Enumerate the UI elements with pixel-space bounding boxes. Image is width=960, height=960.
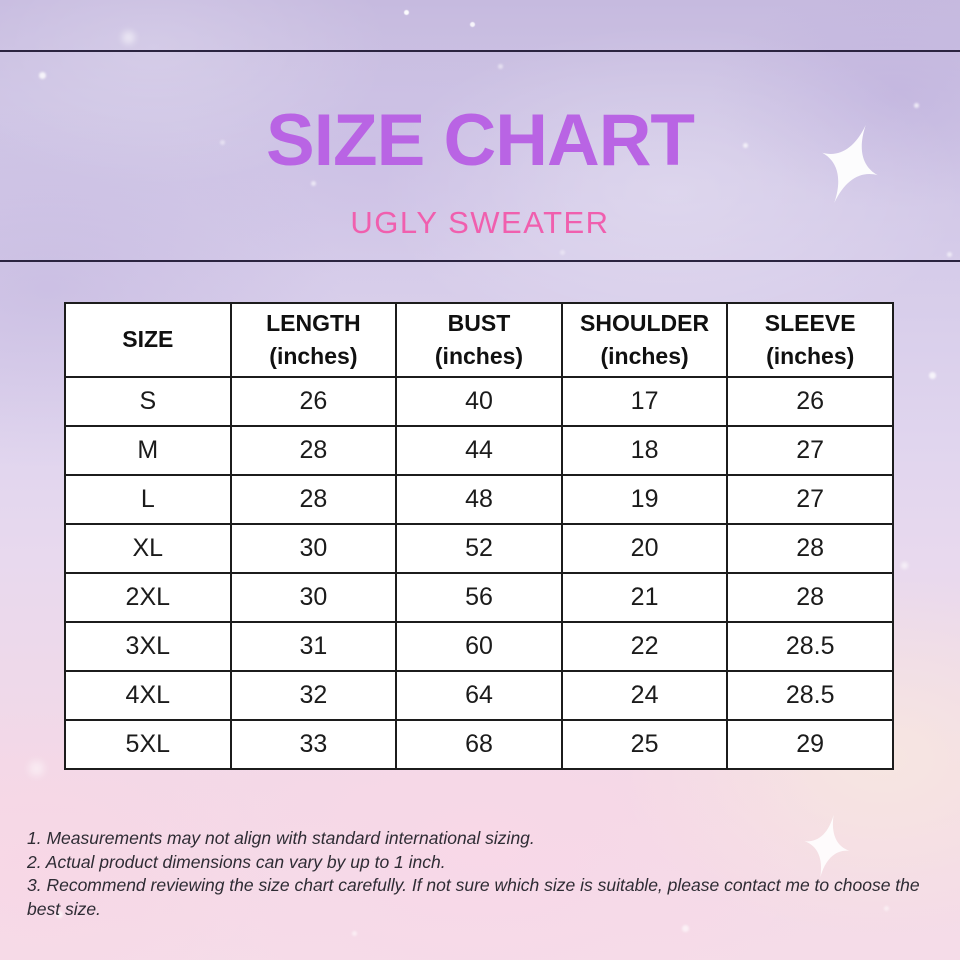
measurement-cell: 28 — [229, 425, 398, 476]
speckle-dots — [0, 0, 5, 5]
measurement-cell: 24 — [560, 670, 729, 721]
size-cell: 2XL — [64, 572, 232, 623]
table-row: 5XL 33 68 25 29 — [64, 719, 894, 770]
table-row: L 28 48 19 27 — [64, 474, 894, 525]
size-table-body: S 26 40 17 26 M 28 44 18 27 L 28 48 19 27 XL 30 52 20 28 2XL… — [64, 376, 894, 770]
size-cell: 4XL — [64, 670, 232, 721]
top-divider — [0, 50, 960, 52]
measurement-cell: 30 — [229, 572, 398, 623]
measurement-cell: 31 — [229, 621, 398, 672]
table-row: 2XL 30 56 21 28 — [64, 572, 894, 623]
measurement-cell: 19 — [560, 474, 729, 525]
measurement-cell: 56 — [395, 572, 563, 623]
note: 2. Actual product dimensions can vary by… — [27, 851, 446, 872]
table-row: 3XL 31 60 22 28.5 — [64, 621, 894, 672]
measurement-cell: 52 — [395, 523, 563, 574]
measurement-cell: 68 — [395, 719, 563, 770]
size-cell: XL — [64, 523, 232, 574]
table-row: 4XL 32 64 24 28.5 — [64, 670, 894, 721]
note: 1. Measurements may not align with stand… — [27, 828, 535, 848]
measurement-cell: 18 — [560, 425, 729, 476]
measurement-cell: 20 — [560, 523, 729, 574]
size-cell: L — [64, 474, 232, 525]
column-header: SIZE — [64, 302, 232, 378]
column-header: SLEEVE (inches) — [726, 302, 894, 378]
size-cell: S — [64, 376, 232, 427]
measurement-cell: 30 — [229, 523, 398, 574]
table-row: S 26 40 17 26 — [64, 376, 894, 427]
table-row: M 28 44 18 27 — [64, 425, 894, 476]
measurement-cell: 60 — [395, 621, 563, 672]
column-header: SHOULDER (inches) — [560, 302, 729, 378]
measurement-cell: 28.5 — [726, 670, 894, 721]
size-cell: 5XL — [64, 719, 232, 770]
sparkle-icon — [822, 125, 878, 203]
measurement-cell: 25 — [560, 719, 729, 770]
measurement-cell: 21 — [560, 572, 729, 623]
measurement-cell: 28 — [726, 572, 894, 623]
size-cell: 3XL — [64, 621, 232, 672]
measurement-cell: 28 — [726, 523, 894, 574]
measurement-cell: 22 — [560, 621, 729, 672]
table-row: XL 30 52 20 28 — [64, 523, 894, 574]
note: 3. Recommend reviewing the size chart ca… — [27, 875, 920, 919]
page-title: SIZE CHART — [266, 100, 695, 181]
measurement-cell: 33 — [229, 719, 398, 770]
measurement-cell: 29 — [726, 719, 894, 770]
column-header: BUST (inches) — [395, 302, 563, 378]
measurement-cell: 28 — [229, 474, 398, 525]
measurement-cell: 44 — [395, 425, 563, 476]
measurement-cell: 27 — [726, 474, 894, 525]
sparkle-icon — [804, 814, 850, 878]
measurement-cell: 48 — [395, 474, 563, 525]
measurement-cell: 64 — [395, 670, 563, 721]
notes: 1. Measurements may not align with stand… — [27, 827, 940, 921]
measurement-cell: 27 — [726, 425, 894, 476]
measurement-cell: 26 — [229, 376, 398, 427]
subtitle-divider — [0, 260, 960, 262]
column-header: LENGTH (inches) — [229, 302, 398, 378]
size-table-header: SIZE LENGTH (inches) BUST (inches) SHOULDER (i… — [64, 302, 894, 378]
measurement-cell: 17 — [560, 376, 729, 427]
size-table: SIZE LENGTH (inches) BUST (inches) SHOULDER (i… — [64, 302, 894, 770]
measurement-cell: 40 — [395, 376, 563, 427]
page-subtitle: UGLY SWEATER — [350, 205, 610, 240]
measurement-cell: 28.5 — [726, 621, 894, 672]
measurement-cell: 32 — [229, 670, 398, 721]
measurement-cell: 26 — [726, 376, 894, 427]
size-cell: M — [64, 425, 232, 476]
header-row: SIZE LENGTH (inches) BUST (inches) SHOULDER (i… — [64, 302, 894, 378]
